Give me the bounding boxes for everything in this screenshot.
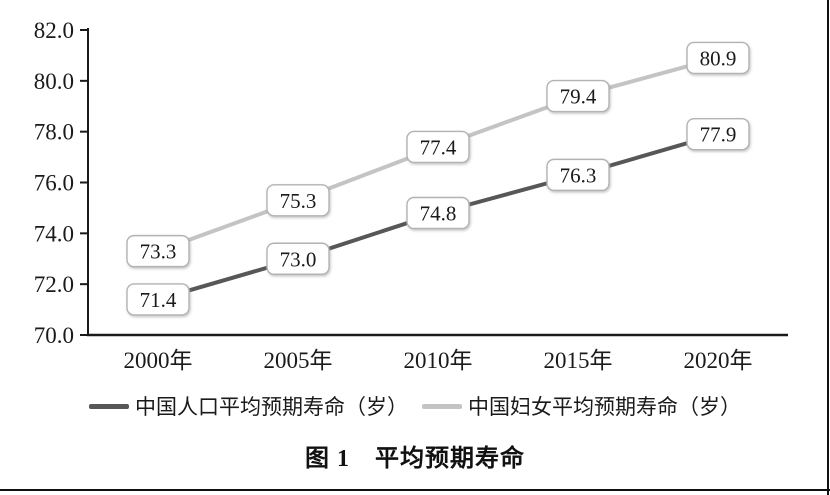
page-right-rule (827, 0, 829, 495)
data-label-value: 77.9 (700, 123, 737, 147)
data-label-box (266, 242, 330, 275)
data-label-value: 75.3 (280, 189, 317, 213)
data-label-value: 73.3 (140, 240, 177, 264)
legend-label: 中国人口平均预期寿命（岁） (135, 395, 408, 419)
y-axis-tick-label: 78.0 (34, 120, 74, 145)
x-axis-tick-label: 2000年 (124, 348, 193, 373)
data-label: 71.4 (126, 283, 190, 316)
data-label: 80.9 (686, 41, 750, 75)
data-label-box (686, 118, 750, 151)
y-axis-tick-label: 70.0 (34, 323, 74, 348)
y-axis-tick-label: 72.0 (34, 272, 74, 297)
x-axis-tick-label: 2020年 (684, 348, 753, 373)
y-axis-tick-label: 76.0 (34, 171, 74, 196)
legend-item-0: 中国人口平均预期寿命（岁） (89, 391, 408, 421)
data-label-box (266, 184, 330, 217)
data-label-box (406, 130, 470, 164)
chart-plot-area: 70.0 72.0 74.0 76.0 78.0 80.0 82.0 2000年 2005年 20… (34, 18, 788, 373)
life-expectancy-chart: 70.0 72.0 74.0 76.0 78.0 80.0 82.0 2000年 2005年 20… (34, 18, 788, 373)
data-label: 77.9 (686, 118, 750, 151)
data-label-box (686, 41, 750, 75)
data-label: 74.8 (406, 196, 470, 230)
data-label-value: 73.0 (280, 247, 317, 271)
y-axis-tick-label: 82.0 (34, 18, 74, 43)
chart-legend: 中国人口平均预期寿命（岁） 中国妇女平均预期寿命（岁） (0, 391, 830, 421)
data-label-box (126, 283, 190, 316)
legend-item-1: 中国妇女平均预期寿命（岁） (422, 391, 741, 421)
legend-label: 中国妇女平均预期寿命（岁） (468, 395, 741, 419)
x-axis-tick-label: 2015年 (544, 348, 613, 373)
data-label-box (406, 196, 470, 230)
data-label: 77.4 (406, 130, 470, 164)
data-label: 76.3 (546, 158, 610, 192)
data-label-value: 71.4 (140, 288, 177, 312)
x-axis-tick-label: 2005年 (264, 348, 333, 373)
data-label-value: 79.4 (560, 85, 597, 109)
x-axis-tick-label: 2010年 (404, 348, 473, 373)
figure-caption: 图 1 平均预期寿命 (305, 446, 525, 472)
y-axis-tick-label: 74.0 (34, 221, 74, 246)
data-label: 73.3 (126, 234, 190, 268)
data-label-value: 77.4 (420, 135, 457, 159)
page-bottom-rule (0, 489, 830, 491)
data-label-value: 76.3 (560, 163, 597, 187)
data-label-box (546, 79, 610, 113)
legend-line-swatch (89, 403, 129, 409)
data-label-value: 74.8 (420, 202, 457, 226)
data-label: 79.4 (546, 79, 610, 113)
data-label-box (126, 234, 190, 268)
legend-line-swatch (422, 403, 462, 409)
data-label-value: 80.9 (700, 46, 737, 70)
data-label: 73.0 (266, 242, 330, 275)
y-axis-tick-label: 80.0 (34, 69, 74, 94)
data-label: 75.3 (266, 184, 330, 217)
data-label-box (546, 158, 610, 192)
